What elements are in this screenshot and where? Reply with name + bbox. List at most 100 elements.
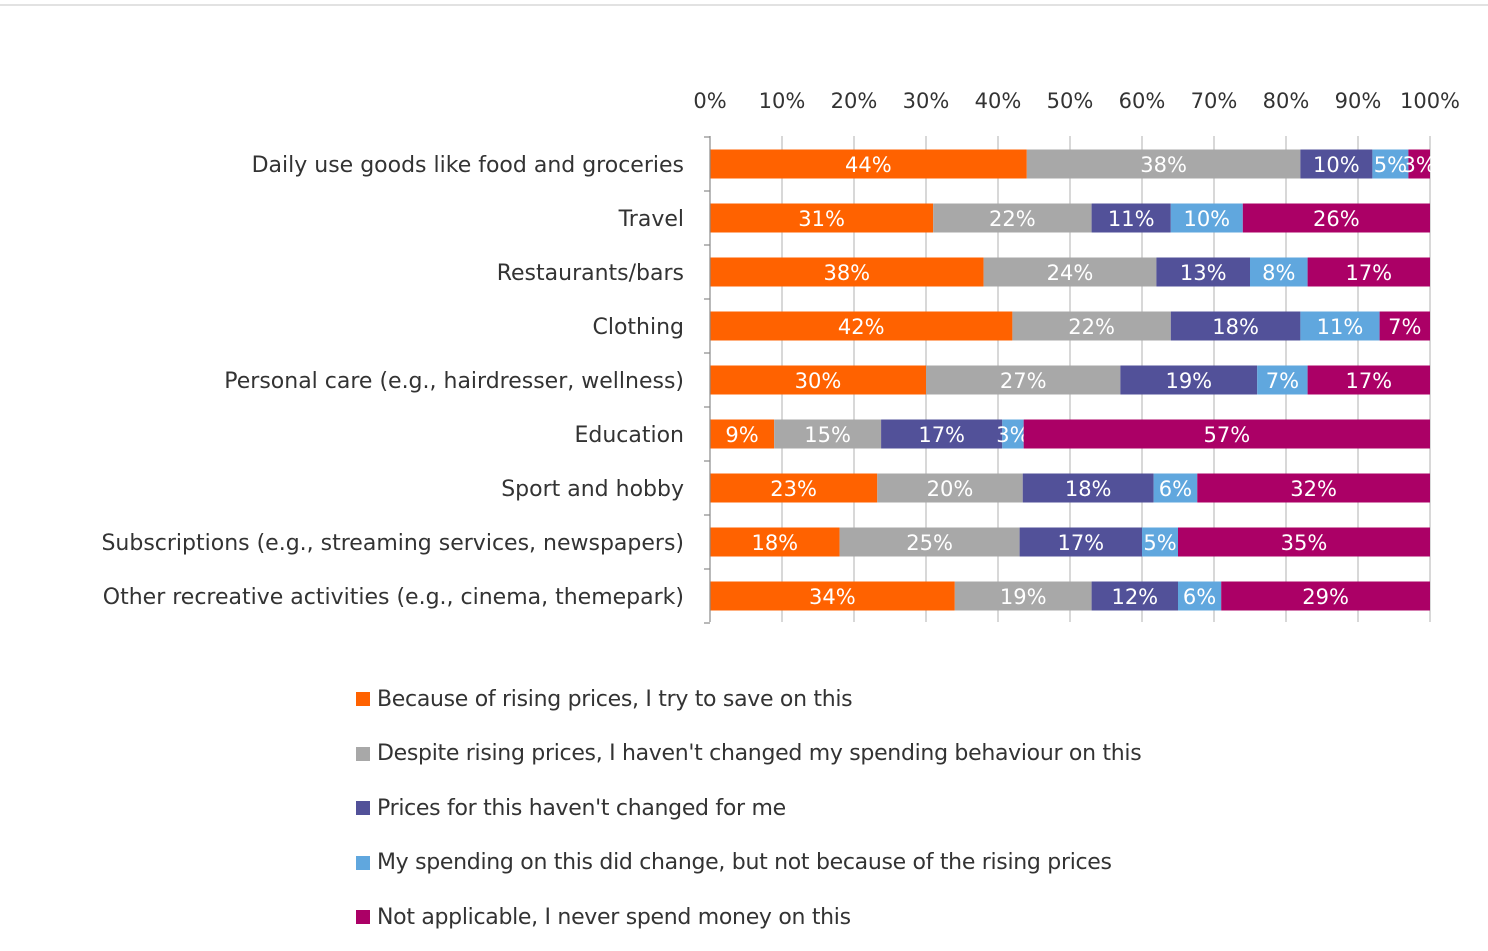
category-label: Sport and hobby [501,477,684,502]
bar-segment [710,365,926,395]
data-label: 44% [845,153,892,177]
data-label: 8% [1262,261,1295,285]
bar-row: 9% 15% 17% 3% 57% [710,419,1430,449]
bar-row: 30% 27% 19% 7% 17% [710,365,1430,395]
bar-segment [881,419,1003,449]
x-axis-tick-labels: 0% 10% 20% 30% 40% 50% 60% 70% 80% 90% 100% [693,89,1460,113]
data-label: 23% [770,477,817,501]
legend-item: Despite rising prices, I haven't changed… [356,727,1142,782]
y-axis [704,136,711,624]
data-label: 57% [1203,423,1250,447]
data-label: 11% [1108,207,1155,231]
bar-row: 31% 22% 11% 10% 26% [710,203,1430,233]
bar-row: 44% 38% 10% 5%3% [710,149,1436,179]
legend-item: Not applicable, I never spend money on t… [356,890,1141,945]
bar-row: 38% 24% 13% 8% 17% [710,257,1430,287]
data-label: 22% [1068,315,1115,339]
x-tick-label: 80% [1263,89,1310,113]
data-label: 32% [1290,477,1337,501]
bar-segment [710,311,1013,341]
category-label: Subscriptions (e.g., streaming services,… [101,531,684,556]
bar-segment [1379,311,1430,341]
bar-segment [1221,581,1430,611]
legend-label: My spending on this did change, but not … [377,850,1112,876]
data-label: 38% [823,261,870,285]
x-tick-label: 50% [1047,89,1094,113]
data-label: 17% [1057,531,1104,555]
bar-segment [1372,149,1409,179]
data-label: 17% [1345,261,1392,285]
legend-item: Because of rising prices, I try to save … [356,672,1141,727]
data-label: 29% [1302,585,1349,609]
x-tick-label: 30% [903,89,950,113]
data-label: 10% [1183,207,1230,231]
data-label: 31% [798,207,845,231]
legend-label: Because of rising prices, I try to save … [377,686,853,712]
bar-segment [1307,365,1430,395]
data-label: 34% [809,585,856,609]
bar-segment [710,473,878,503]
category-label: Other recreative activities (e.g., cinem… [103,585,684,610]
bar-segment [1142,527,1178,557]
bar-segment [933,203,1092,233]
legend-label: Not applicable, I never spend money on t… [377,904,851,930]
bar-segment [1257,365,1308,395]
bar-segment [1019,527,1142,557]
bar-segment [1242,203,1430,233]
data-label: 20% [927,477,974,501]
data-label: 5% [1374,153,1407,177]
category-label: Restaurants/bars [497,261,684,286]
data-label: 17% [1345,369,1392,393]
bar-row: 18% 25% 17% 5% 35% [710,527,1430,557]
category-labels: Daily use goods like food and groceries T… [101,153,684,610]
category-label: Personal care (e.g., hairdresser, wellne… [224,369,684,394]
legend-item: Prices for this haven't changed for me [356,781,1141,836]
data-label: 17% [918,423,965,447]
data-label: 7% [1266,369,1299,393]
x-tick-label: 10% [759,89,806,113]
data-label: 6% [1183,585,1216,609]
legend-label: Despite rising prices, I haven't changed… [377,741,1142,767]
data-label: 25% [906,531,953,555]
bar-segment [1002,419,1024,449]
top-border [0,4,1488,6]
data-label: 5% [1143,531,1176,555]
category-label: Travel [618,207,684,232]
bar-segment [1300,311,1380,341]
x-tick-label: 0% [693,89,726,113]
legend-item: My spending on this did change, but not … [356,836,1141,891]
data-label: 18% [1065,477,1112,501]
bar-segment [710,527,840,557]
bar-segment [710,581,955,611]
data-label: 26% [1313,207,1360,231]
legend-swatch [356,746,370,761]
bar-segment [839,527,1020,557]
data-label: 30% [795,369,842,393]
category-label: Clothing [592,315,684,340]
stacked-bar-chart: 0% 10% 20% 30% 40% 50% 60% 70% 80% 90% 100% 44% 38%… [101,89,1460,624]
bar-segment [1091,581,1178,611]
data-label: 7% [1388,315,1421,339]
data-label: 10% [1313,153,1360,177]
bar-segment [877,473,1023,503]
legend-swatch [356,801,370,816]
bar-segment [1153,473,1198,503]
data-label: 18% [1212,315,1259,339]
data-label: 11% [1317,315,1364,339]
bar-segment [1178,527,1430,557]
legend-label: Prices for this haven't changed for me [377,795,786,821]
data-label: 18% [751,531,798,555]
bar-segment [1022,473,1154,503]
bar-segment [1023,419,1430,449]
legend: Because of rising prices, I try to save … [356,672,1142,945]
bar-segment [710,257,984,287]
legend-swatch [356,910,370,925]
data-label: 42% [838,315,885,339]
x-tick-label: 70% [1191,89,1238,113]
data-label: 38% [1140,153,1187,177]
bar-segment [926,365,1121,395]
bar-segment [1091,203,1171,233]
data-label: 35% [1281,531,1328,555]
bar-row: 23% 20% 18% 6% 32% [710,473,1430,503]
bar-segment [1170,203,1243,233]
